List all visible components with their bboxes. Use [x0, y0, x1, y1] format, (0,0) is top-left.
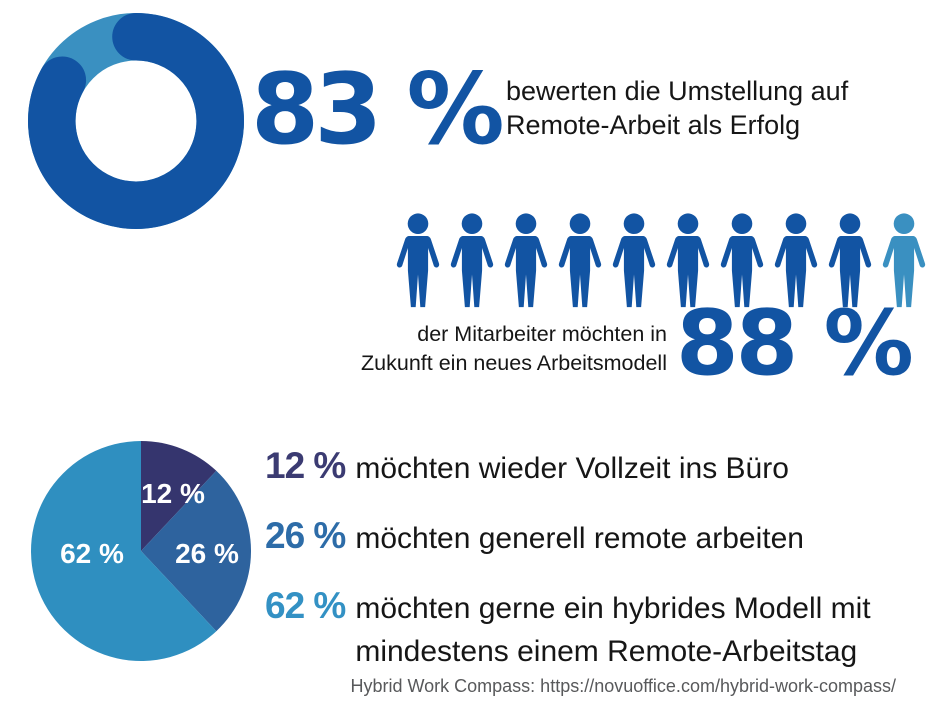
pie-slice-12	[141, 441, 217, 551]
pie-label-26: 26 %	[175, 538, 239, 569]
person-icon	[504, 213, 548, 308]
stat-text-62: möchten gerne ein hybrides Modell mit mi…	[355, 592, 871, 668]
stat-88-percent: 88 %	[676, 291, 914, 396]
person-icon	[396, 213, 440, 308]
person-icon	[558, 213, 602, 308]
stats-list: 12 % möchten wieder Vollzeit ins Büro 26…	[265, 444, 895, 697]
pie-label-62: 62 %	[60, 538, 124, 569]
stat-value-12: 12 %	[265, 445, 346, 486]
source-citation: Hybrid Work Compass: https://novuoffice.…	[350, 676, 896, 696]
stat-text-26: möchten generell remote arbeiten	[355, 522, 804, 555]
pictogram-caption-line2: Zukunft ein neues Arbeitsmodell	[361, 350, 667, 375]
stat-row-hybrid: 62 % möchten gerne ein hybrides Modell m…	[265, 584, 895, 673]
pie-label-12: 12 %	[141, 478, 205, 509]
pie-slice-62	[31, 441, 217, 661]
stat-value-26: 26 %	[265, 515, 346, 556]
stat-83-description-line1: bewerten die Umstellung auf	[506, 76, 849, 106]
stat-row-remote: 26 % möchten generell remote arbeiten	[265, 514, 895, 560]
donut-value-arc	[27, 12, 245, 230]
pictogram-caption: der Mitarbeiter möchten in Zukunft ein n…	[345, 320, 667, 377]
stat-83-percent: 83 %	[251, 53, 505, 167]
stat-83-description: bewerten die Umstellung auf Remote-Arbei…	[506, 74, 848, 142]
stat-83-description-line2: Remote-Arbeit als Erfolg	[506, 110, 801, 140]
person-icon	[450, 213, 494, 308]
pie-slice-26	[141, 470, 251, 632]
stat-row-office: 12 % möchten wieder Vollzeit ins Büro	[265, 444, 895, 490]
pie-chart: 12 % 26 % 62 %	[31, 441, 251, 661]
stat-text-12: möchten wieder Vollzeit ins Büro	[355, 452, 789, 485]
donut-chart	[27, 12, 245, 230]
person-icon	[612, 213, 656, 308]
pictogram-caption-line1: der Mitarbeiter möchten in	[417, 322, 667, 346]
stat-value-62: 62 %	[265, 585, 346, 626]
